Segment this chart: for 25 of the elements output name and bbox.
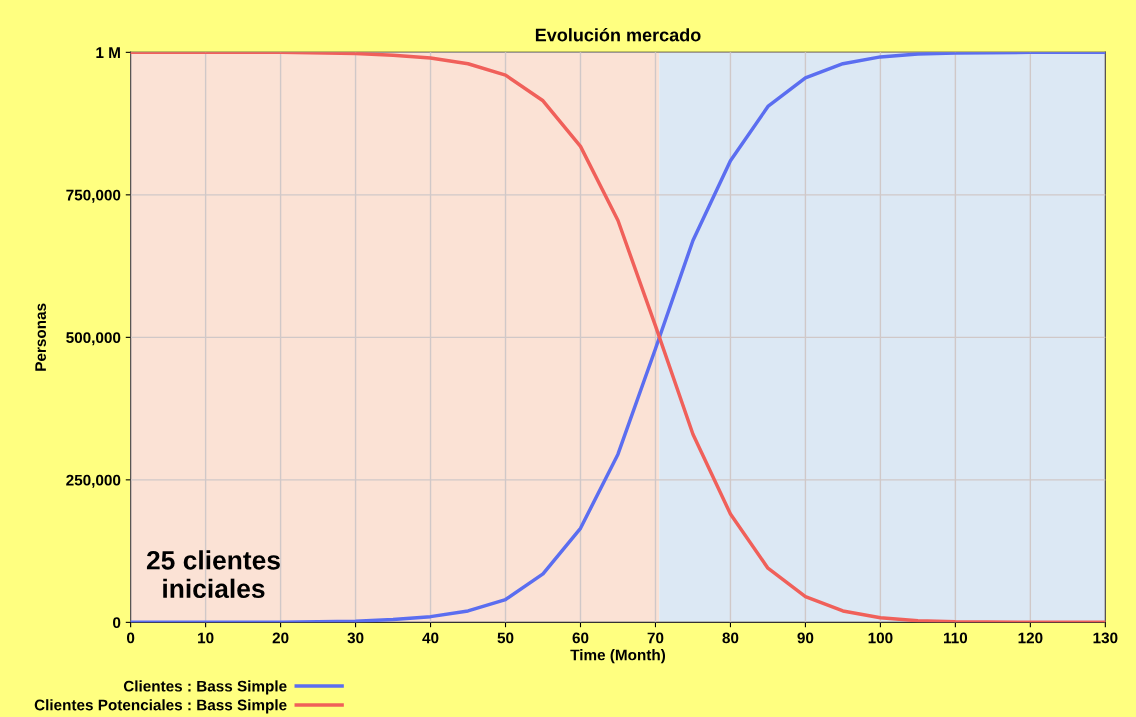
x-tick-label: 40 (422, 632, 439, 644)
chart-title: Evolución mercado (535, 27, 701, 42)
legend-label: Clientes Potenciales : Bass Simple (34, 699, 287, 714)
x-tick-label: 70 (647, 632, 664, 644)
x-tick-label: 10 (198, 632, 214, 644)
x-tick-label: 100 (868, 632, 893, 644)
y-tick-label: 250,000 (66, 474, 121, 488)
x-tick-label: 80 (722, 632, 739, 644)
x-tick-label: 60 (572, 632, 589, 644)
y-tick-label: 1 M (96, 47, 120, 58)
y-tick-label: 0 (113, 617, 121, 629)
x-tick-label: 50 (497, 632, 514, 644)
y-tick-label: 750,000 (66, 189, 121, 203)
x-tick-label: 110 (944, 632, 968, 644)
y-tick-label: 500,000 (66, 332, 121, 346)
x-tick-label: 20 (272, 632, 289, 644)
x-tick-label: 130 (1093, 632, 1118, 644)
annotation: 25 clientes iniciales (146, 550, 280, 599)
legend-label: Clientes : Bass Simple (123, 680, 287, 695)
y-axis-title: Personas (35, 303, 47, 371)
x-axis-title: Time (Month) (570, 649, 666, 664)
x-tick-label: 0 (127, 632, 135, 644)
x-tick-label: 90 (797, 632, 814, 644)
x-tick-label: 30 (347, 632, 364, 644)
x-tick-label: 120 (1018, 632, 1043, 644)
